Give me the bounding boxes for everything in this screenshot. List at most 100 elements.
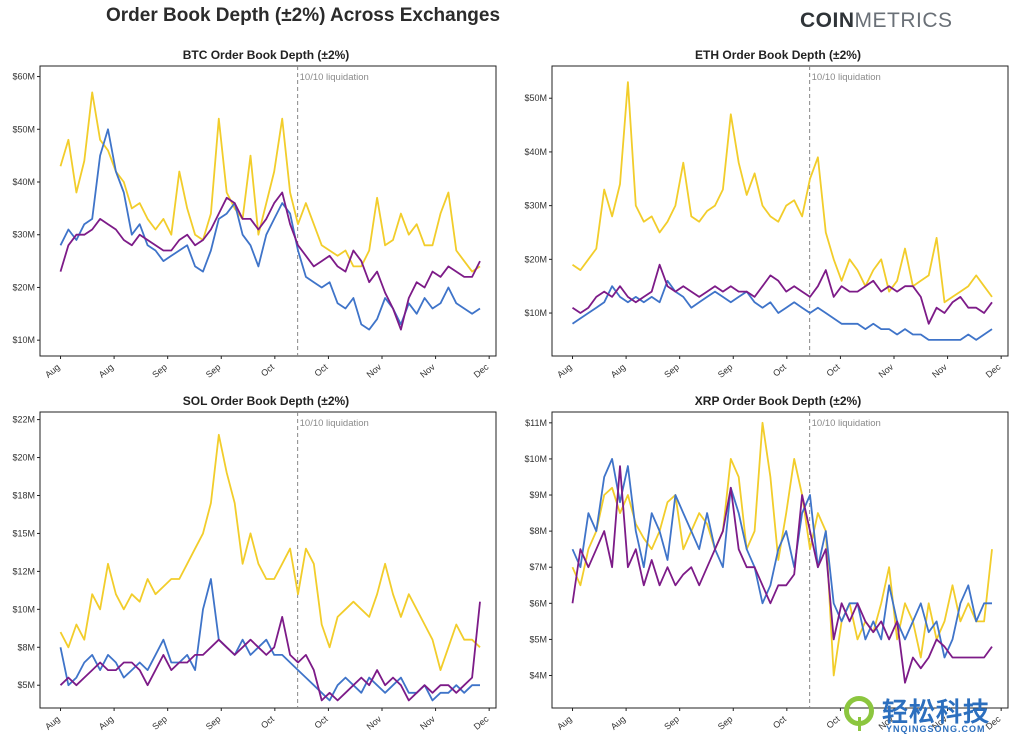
x-tick-label: Nov	[418, 362, 437, 380]
y-tick-label: $10M	[12, 604, 35, 614]
x-tick-label: Oct	[825, 362, 843, 379]
x-tick-label: Sep	[204, 362, 223, 380]
x-tick-label: Oct	[771, 362, 789, 379]
y-tick-label: $50M	[12, 124, 35, 134]
x-tick-label: Nov	[365, 362, 384, 380]
watermark-cn-text: 轻松科技	[882, 698, 991, 728]
y-tick-label: $8M	[529, 526, 547, 536]
x-tick-label: Nov	[930, 362, 949, 380]
chart-body: $10M $20M $30M $40M $50M Aug Aug Sep Sep Oct Oct No…	[524, 65, 1009, 380]
x-tick-label: Nov	[418, 714, 437, 732]
series-line-yellow	[571, 421, 993, 677]
series-line-blue	[59, 128, 481, 331]
chart-body: $5M $8M $10M $12M $15M $18M $20M $22M Aug Aug Sep S…	[12, 411, 497, 732]
y-tick-label: $8M	[17, 642, 35, 652]
x-tick-label: Oct	[771, 714, 789, 731]
y-tick-label: $30M	[12, 230, 35, 240]
plot-frame	[39, 411, 497, 709]
eth-chart-title: ETH Order Book Depth (±2%)	[695, 48, 861, 62]
series-line-purple	[571, 465, 993, 684]
x-tick-label: Oct	[259, 362, 277, 379]
series-line-yellow	[571, 81, 993, 304]
liquidation-annotation: 10/10 liquidation	[300, 418, 369, 429]
y-tick-label: $22M	[12, 415, 35, 425]
watermark-logo-icon	[844, 696, 874, 731]
liquidation-annotation: 10/10 liquidation	[300, 72, 369, 83]
sol-chart: $5M $8M $10M $12M $15M $18M $20M $22M Aug Aug Sep S…	[12, 411, 497, 732]
y-tick-label: $20M	[524, 254, 547, 264]
watermark-en-text: YNQINGSONG.COM	[886, 724, 986, 734]
xrp-chart-panel: XRP Order Book Depth (±2%) $4M $5M $6M $7M $…	[512, 394, 1024, 740]
series-line-blue	[571, 279, 993, 341]
y-tick-label: $5M	[529, 634, 547, 644]
x-tick-label: Dec	[984, 362, 1003, 380]
series-line-purple	[59, 601, 481, 702]
y-tick-label: $40M	[524, 147, 547, 157]
y-tick-label: $30M	[524, 201, 547, 211]
x-tick-label: Sep	[150, 362, 169, 380]
y-tick-label: $7M	[529, 562, 547, 572]
x-tick-label: Sep	[150, 714, 169, 732]
x-tick-label: Oct	[313, 714, 331, 731]
btc-chart-title: BTC Order Book Depth (±2%)	[182, 48, 350, 62]
liquidation-annotation: 10/10 liquidation	[812, 418, 881, 429]
x-tick-label: Oct	[313, 362, 331, 379]
x-tick-label: Sep	[716, 714, 735, 732]
sol-chart-title: SOL Order Book Depth (±2%)	[182, 394, 350, 408]
y-tick-label: $11M	[525, 418, 547, 428]
y-tick-label: $50M	[524, 93, 547, 103]
series-line-purple	[571, 263, 993, 325]
y-tick-label: $60M	[12, 72, 35, 82]
x-tick-label: Sep	[662, 714, 681, 732]
x-tick-label: Dec	[472, 362, 491, 380]
x-tick-label: Nov	[877, 362, 896, 380]
y-tick-label: $9M	[529, 490, 547, 500]
eth-chart: $10M $20M $30M $40M $50M Aug Aug Sep Sep Oct Oct No…	[524, 65, 1009, 380]
y-tick-label: $6M	[529, 598, 547, 608]
x-tick-label: Aug	[555, 362, 574, 380]
series-line-blue	[59, 578, 480, 702]
x-tick-label: Aug	[555, 714, 574, 732]
y-tick-label: $20M	[12, 282, 35, 292]
x-tick-label: Dec	[472, 714, 491, 732]
y-tick-label: $5M	[17, 680, 35, 690]
chart-body: $4M $5M $6M $7M $8M $9M $10M $11M Aug Aug Sep Sep Oc…	[524, 411, 1009, 732]
y-tick-label: $20M	[12, 453, 35, 463]
x-tick-label: Aug	[97, 714, 116, 732]
x-tick-label: Oct	[259, 714, 277, 731]
plot-frame	[39, 65, 497, 357]
plot-frame	[551, 65, 1009, 357]
btc-chart-panel: BTC Order Book Depth (±2%) $10M $20M $30M $…	[0, 48, 512, 388]
liquidation-annotation: 10/10 liquidation	[812, 72, 881, 83]
series-line-blue	[571, 458, 992, 659]
series-line-yellow	[59, 91, 481, 273]
watermark: 轻松科技 YNQINGSONG.COM	[836, 690, 1024, 740]
x-tick-label: Aug	[97, 362, 116, 380]
xrp-chart-title: XRP Order Book Depth (±2%)	[694, 394, 862, 408]
series-line-yellow	[59, 433, 481, 672]
y-tick-label: $40M	[12, 177, 35, 187]
x-tick-label: Sep	[716, 362, 735, 380]
page-title: Order Book Depth (±2%) Across Exchanges	[106, 5, 501, 26]
x-tick-label: Sep	[204, 714, 223, 732]
x-tick-label: Sep	[662, 362, 681, 380]
sol-chart-panel: SOL Order Book Depth (±2%) $5M $8M $10M $12…	[0, 394, 512, 740]
btc-chart: $10M $20M $30M $40M $50M $60M Aug Aug Sep Sep Oct O…	[12, 65, 497, 380]
chart-body: $10M $20M $30M $40M $50M $60M Aug Aug Sep Sep Oct O…	[12, 65, 497, 380]
x-tick-label: Aug	[609, 714, 628, 732]
y-tick-label: $15M	[12, 528, 35, 538]
y-tick-label: $10M	[524, 454, 547, 464]
y-tick-label: $12M	[12, 566, 35, 576]
x-tick-label: Aug	[43, 362, 62, 380]
coinmetrics-logo: COINMETRICS	[800, 9, 953, 33]
y-tick-label: $4M	[529, 671, 547, 681]
eth-chart-panel: ETH Order Book Depth (±2%) $10M $20M $30M $…	[512, 48, 1024, 388]
y-tick-label: $10M	[524, 308, 547, 318]
x-tick-label: Nov	[365, 714, 384, 732]
x-tick-label: Aug	[609, 362, 628, 380]
plot-frame	[551, 411, 1009, 709]
brand-logo-light: METRICS	[854, 9, 953, 32]
x-tick-label: Aug	[43, 714, 62, 732]
xrp-chart: $4M $5M $6M $7M $8M $9M $10M $11M Aug Aug Sep Sep Oc…	[524, 411, 1009, 732]
y-tick-label: $10M	[12, 335, 35, 345]
